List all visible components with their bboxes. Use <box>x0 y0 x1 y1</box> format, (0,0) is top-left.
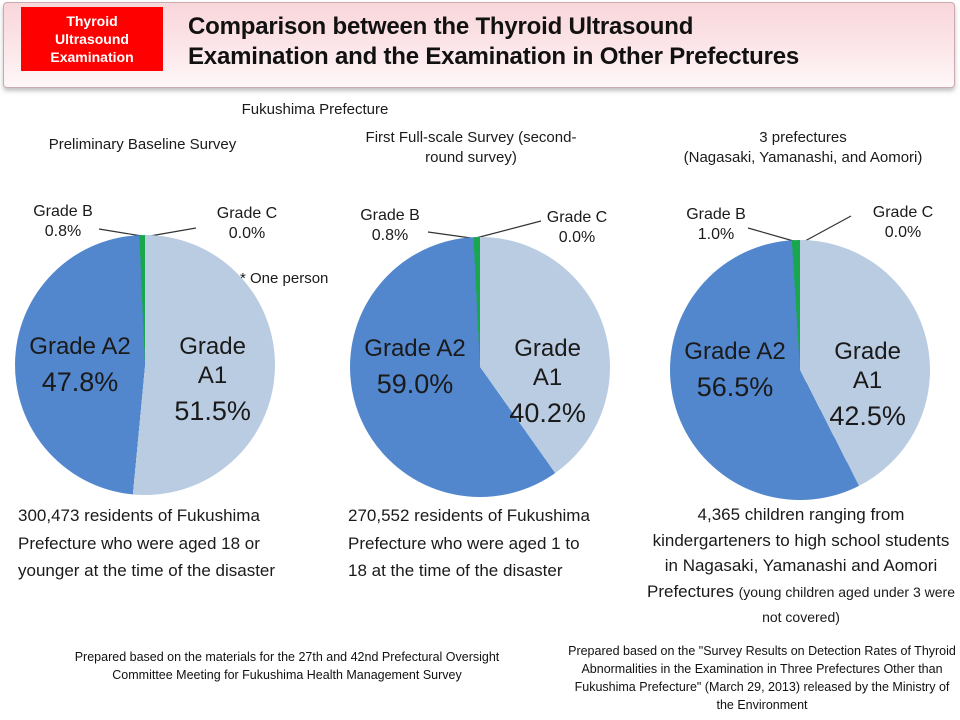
footnote-left: Prepared based on the materials for the … <box>74 650 500 683</box>
slice-label-name: Grade A2 <box>364 335 466 362</box>
callout-grade-b: Grade B 1.0% <box>671 205 761 244</box>
chart3-caption: 4,365 children ranging from kindergarten… <box>645 502 957 630</box>
chart3-caption-main: 4,365 children ranging from kindergarten… <box>646 505 950 601</box>
callout-value: 0.0% <box>884 223 922 241</box>
group-label-fukushima: Fukushima Prefecture <box>241 101 389 118</box>
callout-label: Grade C <box>546 209 608 226</box>
chart3-caption-small: (young children aged under 3 were not co… <box>738 583 956 626</box>
callout-value: 1.0% <box>697 225 735 243</box>
callout-label: Grade B <box>33 203 93 220</box>
badge-line: Thyroid <box>66 12 118 29</box>
slice-label-value: 40.2% <box>509 397 586 428</box>
slice-label-value: 42.5% <box>829 400 906 431</box>
page-title-line1: Comparison between the Thyroid Ultrasoun… <box>188 13 694 40</box>
callout-label: Grade B <box>360 207 420 224</box>
chart2-title: First Full-scale Survey (second-round su… <box>365 129 577 167</box>
slice-label-value: 51.5% <box>174 395 251 426</box>
callout-grade-c: Grade C 0.0% <box>532 208 622 247</box>
callout-label: Grade C <box>216 205 278 222</box>
footnote-right: Prepared based on the "Survey Results on… <box>568 644 956 713</box>
badge-line: Examination <box>50 49 134 66</box>
pie-chart-three-prefectures: Grade A2 56.5% Grade A1 42.5% <box>670 240 930 500</box>
slice-label-grade-a2: Grade A2 47.8% <box>29 333 130 398</box>
header: Thyroid Ultrasound Examination Compariso… <box>3 2 955 88</box>
pie-chart-first-full-scale-survey: Grade A2 59.0% Grade A1 40.2% <box>350 237 610 497</box>
chart1-caption: 300,473 residents of Fukushima Prefectur… <box>18 506 276 581</box>
chart2-caption: 270,552 residents of Fukushima Prefectur… <box>348 506 590 581</box>
callout-label: Grade C <box>872 204 934 221</box>
slice-label-name: Grade A2 <box>684 338 786 365</box>
badge-line: Ultrasound <box>55 30 129 47</box>
callout-label: Grade B <box>686 206 746 223</box>
slice-label-name: Grade A1 <box>514 335 581 391</box>
callout-value: 0.0% <box>558 228 596 246</box>
slice-label-name: Grade A1 <box>834 338 901 394</box>
callout-grade-b: Grade B 0.8% <box>18 202 108 241</box>
callout-grade-c: Grade C 0.0% <box>858 203 948 242</box>
page-title-line2: Examination and the Examination in Other… <box>188 42 800 70</box>
slice-label-name: Grade A2 <box>29 333 131 360</box>
chart3-title-line2: (Nagasaki, Yamanashi, and Aomori) <box>683 149 923 167</box>
slice-label-grade-a2: Grade A2 59.0% <box>364 335 465 400</box>
slice-label-name: Grade A1 <box>179 333 246 389</box>
one-person-note: * One person <box>240 270 329 287</box>
callout-value: 0.8% <box>44 222 82 240</box>
chart3-title: 3 prefectures (Nagasaki, Yamanashi, and … <box>683 128 923 169</box>
callout-value: 0.0% <box>228 224 266 242</box>
chart1-title: Preliminary Baseline Survey <box>48 136 237 153</box>
callout-grade-c: Grade C 0.0% <box>202 204 292 243</box>
slice-label-value: 56.5% <box>696 371 774 402</box>
thyroid-exam-badge: Thyroid Ultrasound Examination <box>21 7 163 71</box>
pie-chart-preliminary-baseline-survey: Grade A2 47.8% Grade A1 51.5% <box>15 235 275 495</box>
slice-label-grade-a2: Grade A2 56.5% <box>684 338 785 403</box>
chart3-title-line1: 3 prefectures <box>759 129 847 146</box>
slice-label-value: 47.8% <box>41 366 119 397</box>
page-title: Comparison between the Thyroid Ultrasoun… <box>188 12 948 71</box>
slice-label-grade-a1: Grade A1 51.5% <box>174 333 251 427</box>
callout-value: 0.8% <box>371 226 409 244</box>
slice-label-value: 59.0% <box>376 368 454 399</box>
slice-label-grade-a1: Grade A1 40.2% <box>509 335 586 429</box>
slice-label-grade-a1: Grade A1 42.5% <box>829 338 906 432</box>
callout-grade-b: Grade B 0.8% <box>345 206 435 245</box>
